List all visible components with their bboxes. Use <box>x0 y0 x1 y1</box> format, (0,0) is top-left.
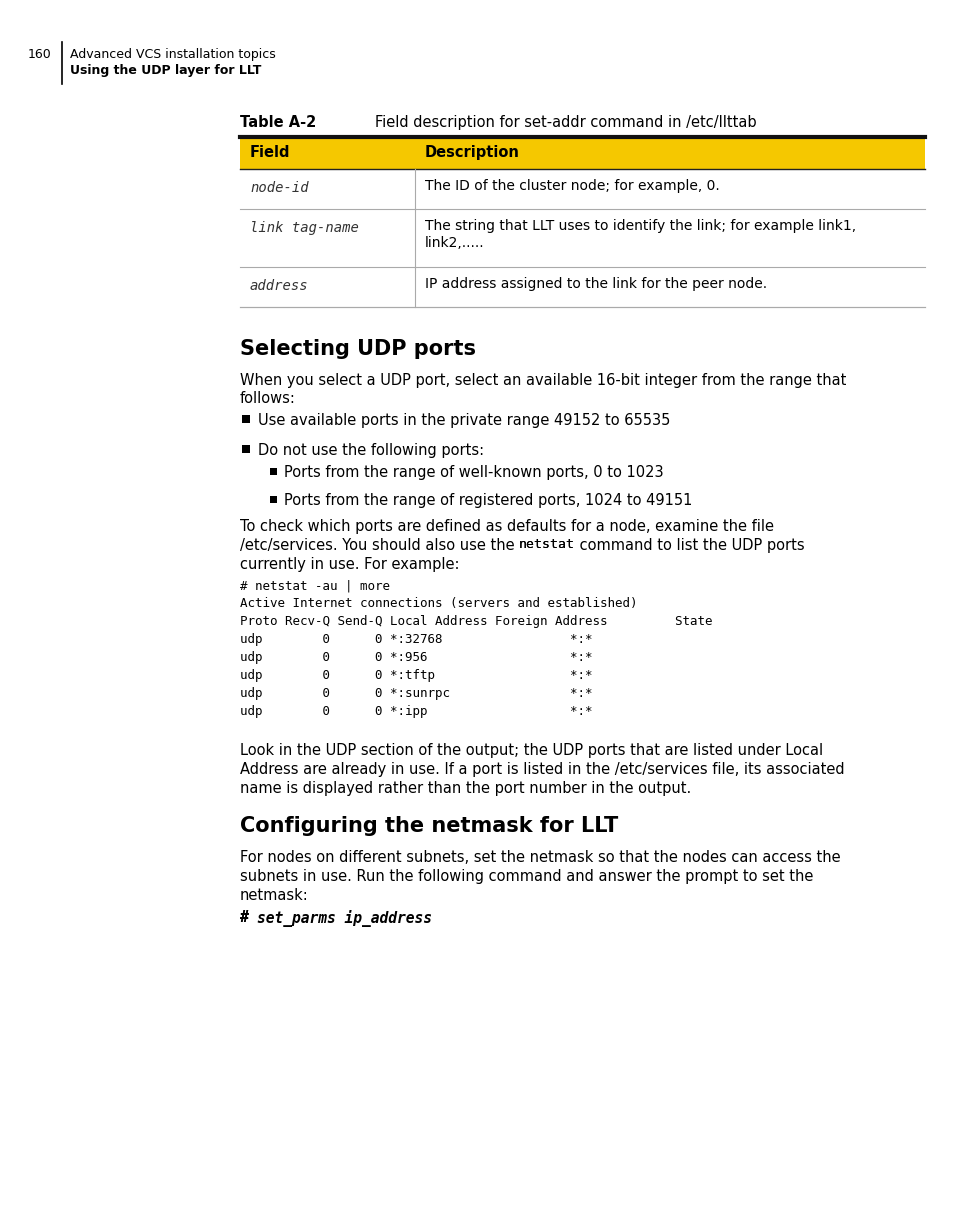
Text: Using the UDP layer for LLT: Using the UDP layer for LLT <box>70 64 261 77</box>
Text: name is displayed rather than the port number in the output.: name is displayed rather than the port n… <box>240 782 691 796</box>
Bar <box>270 496 276 503</box>
Text: udp        0      0 *:tftp                  *:*: udp 0 0 *:tftp *:* <box>240 669 592 682</box>
Bar <box>240 137 924 169</box>
Text: set_parms ip_address: set_parms ip_address <box>257 910 432 928</box>
Text: node-id: node-id <box>250 182 309 195</box>
Text: When you select a UDP port, select an available 16-bit integer from the range th: When you select a UDP port, select an av… <box>240 373 845 388</box>
Text: netstat: netstat <box>518 537 575 551</box>
Bar <box>242 415 250 423</box>
Text: /etc/services. You should also use the: /etc/services. You should also use the <box>240 537 518 553</box>
Bar <box>270 467 276 475</box>
Text: The ID of the cluster node; for example, 0.: The ID of the cluster node; for example,… <box>424 179 719 193</box>
Bar <box>242 445 250 453</box>
Text: Advanced VCS installation topics: Advanced VCS installation topics <box>70 48 275 61</box>
Text: udp        0      0 *:ipp                   *:*: udp 0 0 *:ipp *:* <box>240 706 592 718</box>
Text: Field description for set-addr command in /etc/llttab: Field description for set-addr command i… <box>375 115 756 130</box>
Text: Table A-2: Table A-2 <box>240 115 315 130</box>
Text: Use available ports in the private range 49152 to 65535: Use available ports in the private range… <box>257 413 670 428</box>
Text: Description: Description <box>424 145 519 160</box>
Text: The string that LLT uses to identify the link; for example link1,: The string that LLT uses to identify the… <box>424 218 855 233</box>
Text: 160: 160 <box>28 48 51 61</box>
Text: currently in use. For example:: currently in use. For example: <box>240 557 459 572</box>
Text: netstat: netstat <box>518 537 575 551</box>
Text: command to list the UDP ports: command to list the UDP ports <box>575 537 804 553</box>
Text: #: # <box>240 910 257 925</box>
Text: follows:: follows: <box>240 391 295 406</box>
Text: Do not use the following ports:: Do not use the following ports: <box>257 443 483 458</box>
Text: #: # <box>240 910 257 925</box>
Text: Proto Recv-Q Send-Q Local Address Foreign Address         State: Proto Recv-Q Send-Q Local Address Foreig… <box>240 615 712 628</box>
Text: For nodes on different subnets, set the netmask so that the nodes can access the: For nodes on different subnets, set the … <box>240 850 840 865</box>
Text: To check which ports are defined as defaults for a node, examine the file: To check which ports are defined as defa… <box>240 519 773 534</box>
Text: IP address assigned to the link for the peer node.: IP address assigned to the link for the … <box>424 277 766 291</box>
Text: Field: Field <box>250 145 291 160</box>
Text: link2,.....: link2,..... <box>424 236 484 250</box>
Text: address: address <box>250 279 309 293</box>
Text: Selecting UDP ports: Selecting UDP ports <box>240 339 476 360</box>
Text: link tag-name: link tag-name <box>250 221 358 236</box>
Text: Active Internet connections (servers and established): Active Internet connections (servers and… <box>240 598 637 610</box>
Text: netmask:: netmask: <box>240 888 309 903</box>
Text: # netstat -au | more: # netstat -au | more <box>240 579 390 591</box>
Text: Look in the UDP section of the output; the UDP ports that are listed under Local: Look in the UDP section of the output; t… <box>240 744 822 758</box>
Text: Ports from the range of registered ports, 1024 to 49151: Ports from the range of registered ports… <box>284 493 692 508</box>
Text: udp        0      0 *:956                   *:*: udp 0 0 *:956 *:* <box>240 652 592 664</box>
Text: udp        0      0 *:32768                 *:*: udp 0 0 *:32768 *:* <box>240 633 592 645</box>
Text: Ports from the range of well-known ports, 0 to 1023: Ports from the range of well-known ports… <box>284 465 663 480</box>
Text: udp        0      0 *:sunrpc                *:*: udp 0 0 *:sunrpc *:* <box>240 687 592 699</box>
Text: Address are already in use. If a port is listed in the /etc/services file, its a: Address are already in use. If a port is… <box>240 762 843 777</box>
Text: Configuring the netmask for LLT: Configuring the netmask for LLT <box>240 816 618 836</box>
Text: subnets in use. Run the following command and answer the prompt to set the: subnets in use. Run the following comman… <box>240 869 813 883</box>
